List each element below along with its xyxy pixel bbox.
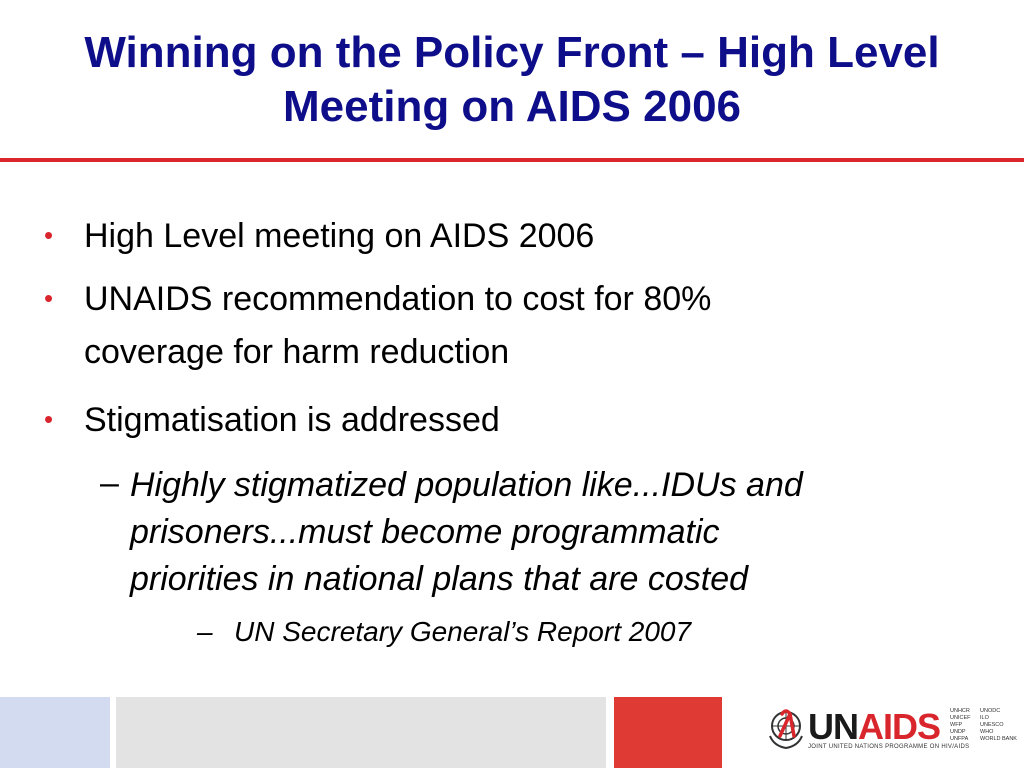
logo-cosponsors-col-1: UNHCR UNICEF WFP UNDP UNFPA (950, 708, 971, 742)
bullet-3: Stigmatisation is addressed (84, 401, 500, 439)
sub-bullet-line-3: priorities in national plans that are co… (130, 560, 749, 598)
sub-bullet-marker: – (100, 464, 119, 502)
bullet-marker: • (44, 283, 54, 313)
bullet-marker: • (44, 404, 54, 434)
bullet-marker: • (44, 220, 54, 250)
bullet-2-line-1: UNAIDS recommendation to cost for 80% (84, 280, 712, 318)
footer-block-blue (0, 697, 110, 768)
sub-bullet-line-1: Highly stigmatized population like...IDU… (130, 466, 803, 504)
logo-aids-text: AIDS (858, 706, 941, 747)
source-citation: UN Secretary General’s Report 2007 (234, 616, 692, 647)
footer-block-gray (116, 697, 606, 768)
logo-un-text: UN (808, 706, 859, 747)
logo-wordmark: UNAIDS (808, 706, 941, 748)
title-divider (0, 158, 1024, 162)
bullet-2-line-2: coverage for harm reduction (84, 333, 510, 371)
source-marker: – (197, 616, 213, 647)
bullet-1: High Level meeting on AIDS 2006 (84, 217, 595, 255)
sub-bullet-line-2: prisoners...must become programmatic (130, 513, 720, 551)
logo-cosponsors-col-2: UNODC ILO UNESCO WHO WORLD BANK (980, 708, 1017, 742)
footer-block-red (614, 697, 722, 768)
logo-tagline: JOINT UNITED NATIONS PROGRAMME ON HIV/AI… (808, 744, 970, 750)
un-emblem-ribbon-icon (769, 709, 803, 750)
slide-title: Winning on the Policy Front – High Level… (0, 26, 1024, 134)
unaids-logo: UNAIDS JOINT UNITED NATIONS PROGRAMME ON… (764, 700, 1020, 760)
slide-title-line-1: Winning on the Policy Front – High Level (84, 28, 940, 77)
slide-title-line-2: Meeting on AIDS 2006 (282, 82, 742, 131)
